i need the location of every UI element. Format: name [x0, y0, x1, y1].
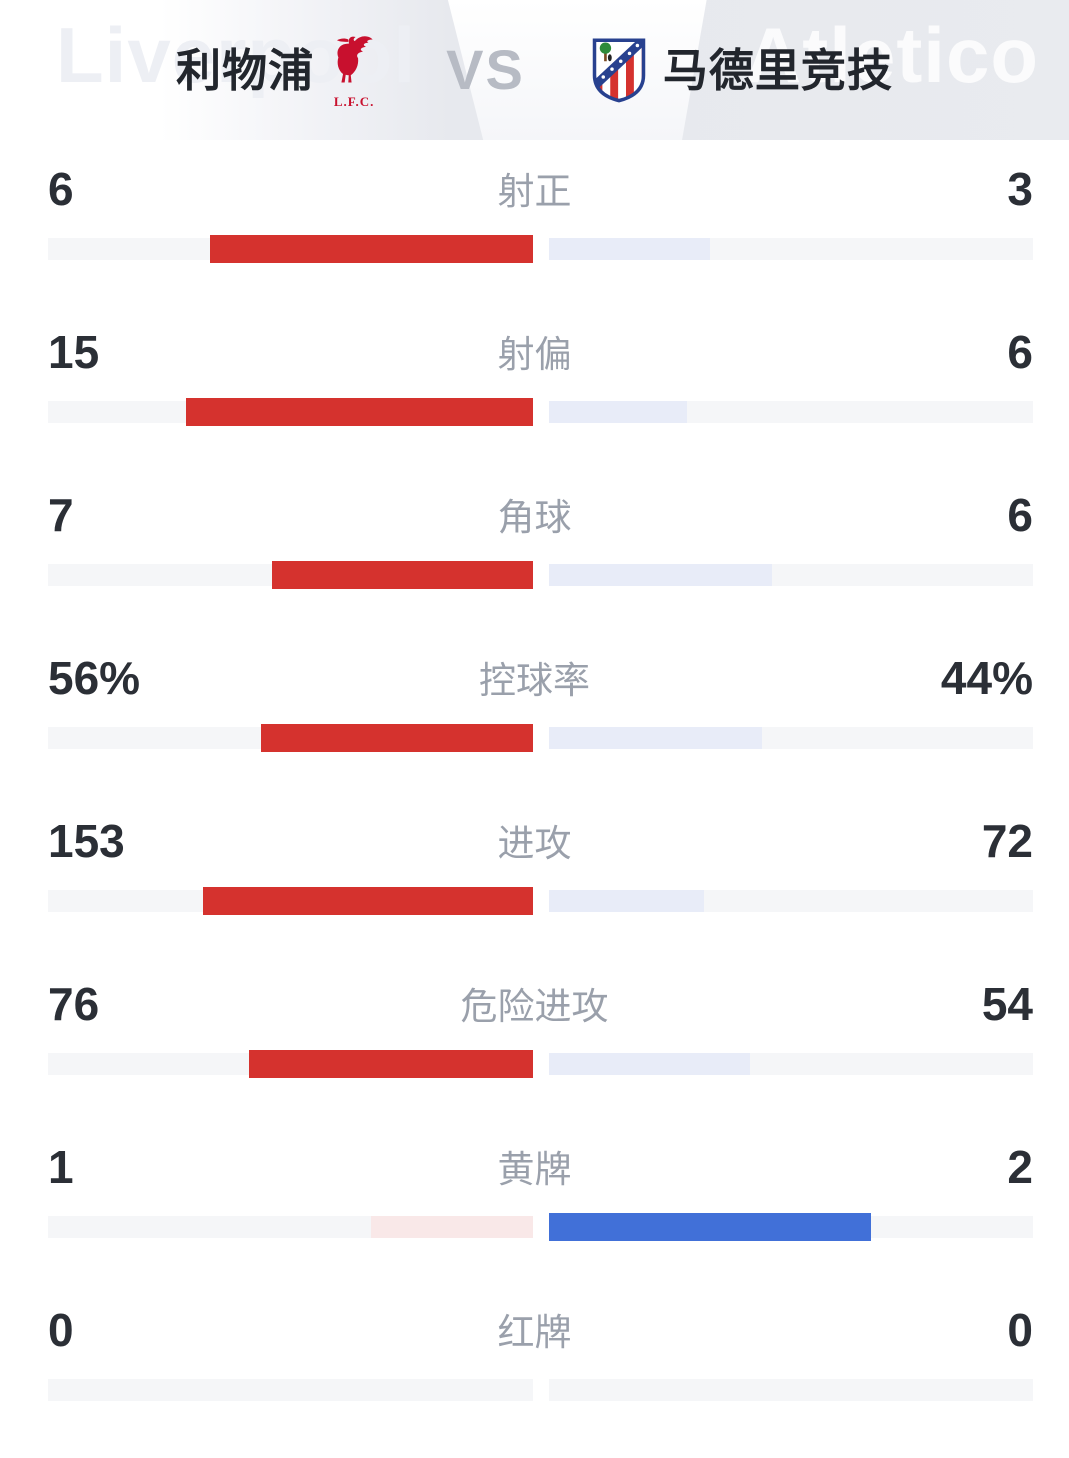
- stat-head: 15 射偏 6: [0, 328, 1069, 376]
- away-bar-track: [548, 564, 1033, 586]
- match-header: Liverpool Atletico 利物浦 L.F.C. VS: [0, 0, 1069, 140]
- away-value: 72: [981, 815, 1033, 867]
- away-bar-fill: [548, 1053, 750, 1075]
- away-bar-track: [548, 401, 1033, 423]
- stat-bars: [48, 561, 1033, 589]
- stat-label: 红牌: [497, 1312, 572, 1353]
- stat-bars: [48, 1050, 1033, 1078]
- liverpool-crest-caption: L.F.C.: [333, 94, 375, 109]
- stat-bars: [48, 235, 1033, 263]
- stat-label: 角球: [497, 497, 572, 538]
- home-value: 1: [48, 1141, 74, 1193]
- stat-label: 控球率: [479, 660, 590, 701]
- home-value: 76: [48, 978, 100, 1030]
- stat-head: 0 红牌 0: [0, 1306, 1069, 1354]
- away-bar-fill: [548, 727, 762, 749]
- liverpool-crest-icon: L.F.C.: [328, 32, 380, 108]
- stat-row-corners: 7 角球 6: [0, 491, 1069, 654]
- stat-label: 射正: [497, 171, 572, 212]
- stat-row-shots-on-target: 6 射正 3: [0, 165, 1069, 328]
- stat-bars: [48, 887, 1033, 915]
- home-value: 153: [48, 815, 125, 867]
- away-value: 6: [1007, 326, 1033, 378]
- stat-head: 153 进攻 72: [0, 817, 1069, 865]
- stat-head: 76 危险进攻 54: [0, 980, 1069, 1028]
- home-bar-track: [48, 1379, 533, 1401]
- stat-bars: [48, 724, 1033, 752]
- away-value: 6: [1007, 489, 1033, 541]
- stat-bars: [48, 1376, 1033, 1404]
- home-value: 56%: [48, 652, 141, 704]
- away-team: 马德里竞技: [591, 35, 893, 105]
- away-bar-fill: [548, 401, 687, 423]
- home-bar-track: [48, 887, 533, 915]
- away-value: 3: [1007, 163, 1033, 215]
- away-bar-fill: [548, 890, 704, 912]
- away-bar-fill: [548, 1213, 872, 1241]
- home-bar-track: [48, 1216, 533, 1238]
- home-value: 15: [48, 326, 100, 378]
- home-team-name: 利物浦: [176, 44, 315, 96]
- away-bar-track: [548, 238, 1033, 260]
- stat-head: 1 黄牌 2: [0, 1143, 1069, 1191]
- away-value: 54: [981, 978, 1033, 1030]
- stat-row-dangerous-attacks: 76 危险进攻 54: [0, 980, 1069, 1143]
- home-bar-fill: [186, 398, 533, 426]
- away-bar-track: [548, 1213, 1033, 1241]
- away-bar-track: [548, 727, 1033, 749]
- away-watermark-text: Atletico: [744, 11, 1039, 99]
- stat-head: 56% 控球率 44%: [0, 654, 1069, 702]
- stat-row-possession: 56% 控球率 44%: [0, 654, 1069, 817]
- home-value: 6: [48, 163, 74, 215]
- home-bar-track: [48, 235, 533, 263]
- home-bar-track: [48, 724, 533, 752]
- stat-head: 6 射正 3: [0, 165, 1069, 213]
- stat-bars: [48, 398, 1033, 426]
- home-bar-track: [48, 561, 533, 589]
- away-bar-fill: [548, 238, 710, 260]
- home-bar-track: [48, 1050, 533, 1078]
- away-value: 0: [1007, 1304, 1033, 1356]
- away-bar-track: [548, 1053, 1033, 1075]
- atletico-madrid-crest-icon: [591, 35, 647, 105]
- away-value: 2: [1007, 1141, 1033, 1193]
- stat-row-red-cards: 0 红牌 0: [0, 1306, 1069, 1458]
- stat-label: 黄牌: [497, 1149, 572, 1190]
- stat-row-shots-off-target: 15 射偏 6: [0, 328, 1069, 491]
- home-value: 0: [48, 1304, 74, 1356]
- home-bar-track: [48, 398, 533, 426]
- stat-label: 射偏: [497, 334, 572, 375]
- home-team: 利物浦 L.F.C.: [176, 32, 380, 108]
- home-bar-fill: [271, 561, 533, 589]
- stat-row-yellow-cards: 1 黄牌 2: [0, 1143, 1069, 1306]
- home-bar-fill: [371, 1216, 533, 1238]
- stat-bars: [48, 1213, 1033, 1241]
- header-center-band: [447, 0, 707, 140]
- home-bar-fill: [249, 1050, 533, 1078]
- away-value: 44%: [940, 652, 1033, 704]
- away-bar-track: [548, 1379, 1033, 1401]
- stats-list: 6 射正 3 15 射偏 6 7 角球 6 56% 控球率 44% 153 进攻 72 76 危险进攻 54 1 黄牌…: [0, 140, 1069, 1458]
- header-content: 利物浦 L.F.C. VS: [0, 0, 1069, 140]
- stat-head: 7 角球 6: [0, 491, 1069, 539]
- away-bar-fill: [548, 564, 773, 586]
- vs-label: VS: [446, 38, 525, 101]
- home-bar-fill: [209, 235, 533, 263]
- home-bar-fill: [261, 724, 533, 752]
- stat-row-attacks: 153 进攻 72: [0, 817, 1069, 980]
- away-team-name: 马德里竞技: [662, 44, 893, 96]
- stat-label: 进攻: [497, 823, 572, 864]
- away-bar-track: [548, 890, 1033, 912]
- stat-label: 危险进攻: [460, 986, 609, 1027]
- home-value: 7: [48, 489, 74, 541]
- home-bar-fill: [203, 887, 533, 915]
